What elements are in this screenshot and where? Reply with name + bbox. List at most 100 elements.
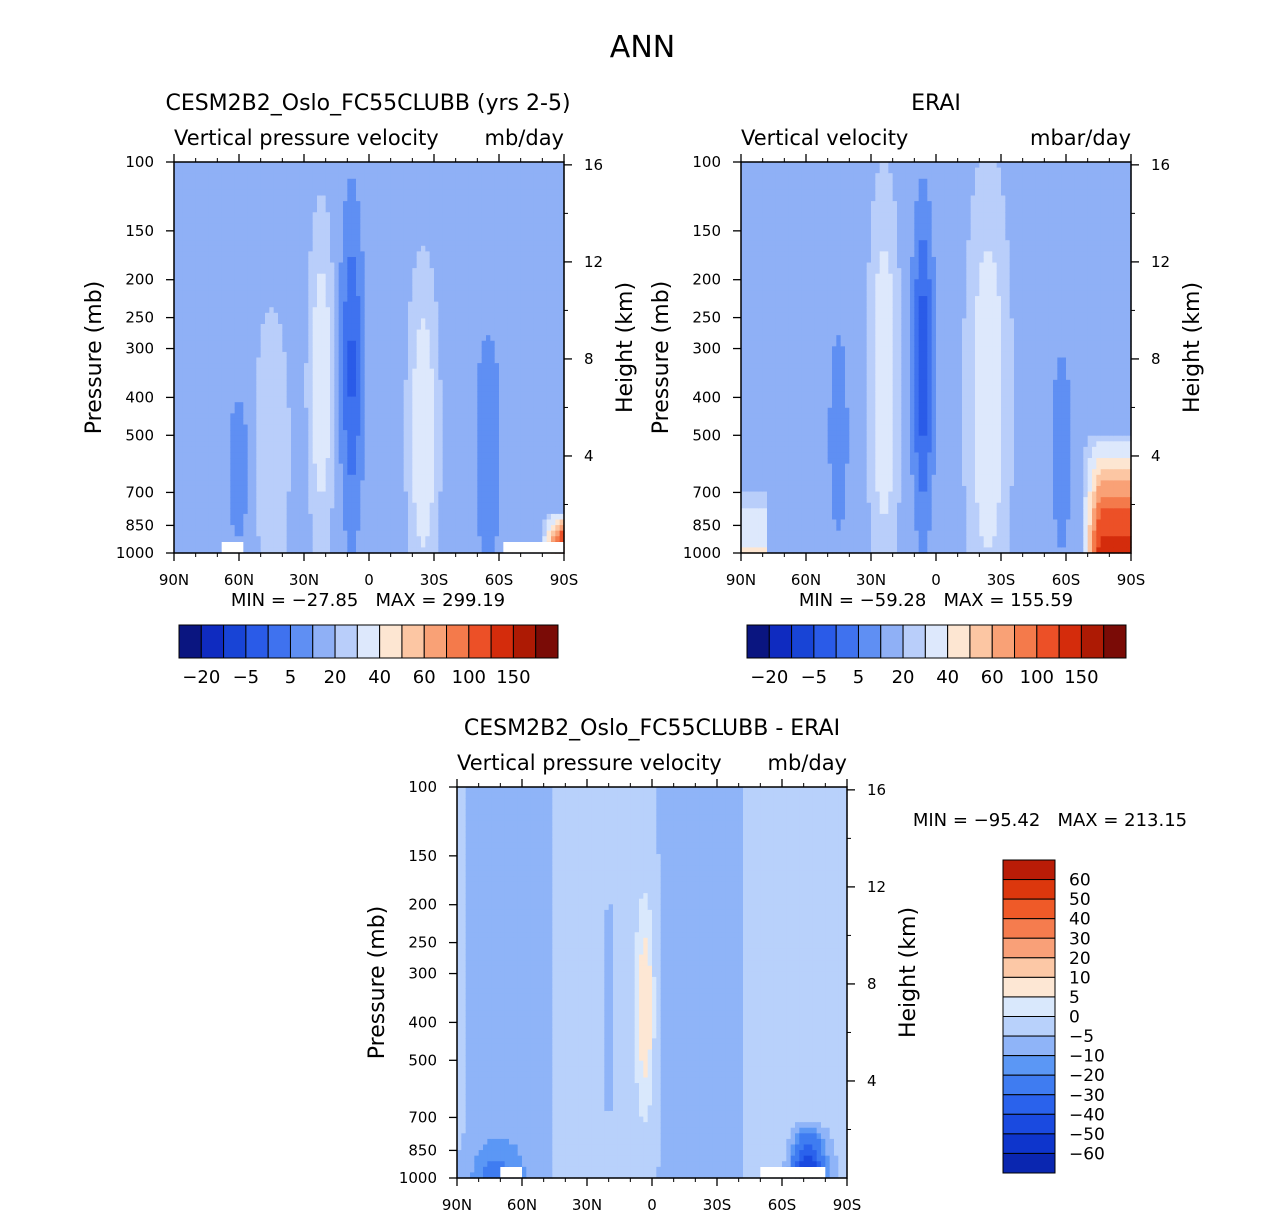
field-cell [373,351,379,359]
field-cell [351,189,357,197]
field-cell [239,363,244,370]
field-cell [325,435,331,442]
field-cell [217,508,223,515]
field-cell [269,245,275,252]
field-cell [464,441,470,448]
field-cell [286,346,292,353]
field-cell [399,329,405,336]
field-cell [451,279,457,286]
field-cell [425,268,431,275]
field-cell [447,402,452,409]
field-cell [217,162,223,169]
field-cell [265,357,270,364]
field-cell [360,251,366,258]
field-cell [308,162,314,169]
field-cell [377,323,383,331]
field-cell [351,379,357,387]
field-cell [226,430,231,437]
field-cell [256,273,262,280]
field-cell [243,351,249,359]
field-cell [226,256,231,264]
field-cell [334,212,340,219]
field-cell [421,463,426,470]
field-cell [377,379,383,387]
field-cell [442,435,448,442]
field-cell [438,307,444,314]
field-cell [429,307,435,314]
field-cell [421,497,426,504]
field-cell [464,424,470,431]
field-cell [464,162,470,169]
field-cell [286,418,292,426]
field-cell [377,491,383,498]
field-cell [230,530,236,537]
field-cell [325,229,331,236]
field-cell [460,418,465,426]
field-cell [330,167,335,174]
field-cell [356,340,361,347]
field-cell [386,296,392,303]
field-cell [403,391,409,398]
field-cell [195,536,201,543]
field-cell [477,424,483,431]
field-cell [360,530,366,537]
field-cell [447,458,452,465]
field-cell [360,284,366,292]
field-cell [351,480,357,487]
field-cell [195,312,201,319]
field-cell [356,346,361,353]
field-cell [356,480,361,487]
field-cell [234,312,240,319]
field-cell [429,290,435,297]
field-cell [200,413,205,420]
field-cell [442,418,448,426]
field-cell [460,245,465,252]
field-cell [382,189,387,197]
field-cell [317,418,322,426]
field-cell [460,268,465,275]
field-cell [304,223,309,230]
field-cell [434,446,439,454]
field-cell [291,536,296,543]
field-cell [221,525,227,532]
field-cell [395,452,400,459]
field-cell [464,363,470,370]
field-cell [282,357,288,364]
field-cell [234,351,240,359]
field-cell [425,357,431,364]
field-cell [269,318,275,325]
field-cell [200,441,205,448]
field-cell [395,279,400,286]
field-cell [429,296,435,303]
field-cell [438,430,444,437]
field-cell [317,329,322,336]
field-cell [416,178,422,185]
field-cell [481,284,487,292]
field-cell [429,480,435,487]
field-cell [338,452,344,459]
field-cell [360,279,366,286]
field-cell [217,547,223,554]
field-cell [351,195,357,202]
field-cell [386,374,392,381]
field-cell [308,430,314,437]
field-cell [278,229,283,236]
field-cell [364,541,370,549]
field-cell [317,530,322,537]
field-cell [260,418,266,426]
field-cell [421,407,426,414]
field-cell [252,396,257,403]
field-cell [182,346,188,353]
field-cell [252,318,257,325]
field-cell [416,307,422,314]
field-cell [416,502,422,509]
field-cell [442,379,448,387]
field-cell [304,407,309,414]
field-cell [295,262,301,269]
field-cell [174,296,179,303]
field-cell [282,268,288,275]
field-cell [221,245,227,252]
field-cell [312,446,318,454]
field-cell [174,184,179,191]
field-cell [369,340,374,347]
